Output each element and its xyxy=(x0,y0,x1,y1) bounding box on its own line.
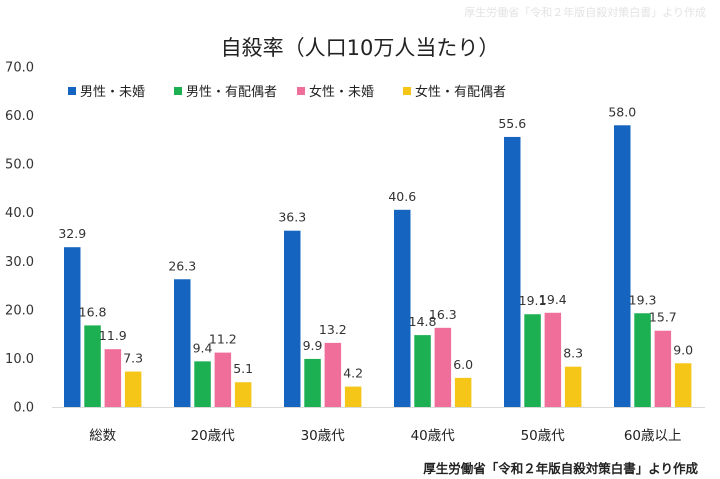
bar xyxy=(124,371,142,407)
bar xyxy=(194,361,211,407)
bar xyxy=(634,313,651,407)
y-tick-label: 70.0 xyxy=(5,61,34,76)
y-tick-label: 60.0 xyxy=(5,109,34,124)
y-tick-label: 50.0 xyxy=(5,158,34,173)
bar xyxy=(84,325,101,407)
bar xyxy=(104,349,122,407)
bar xyxy=(504,136,521,407)
bar xyxy=(614,125,631,408)
bar xyxy=(544,312,562,407)
legend-swatch xyxy=(403,87,411,95)
category-label: 50歳代 xyxy=(521,428,566,444)
data-label: 16.8 xyxy=(79,304,107,319)
bar xyxy=(64,247,81,407)
data-label: 9.4 xyxy=(193,340,213,355)
data-label: 11.2 xyxy=(209,332,237,347)
data-label: 19.3 xyxy=(629,292,657,307)
y-tick-label: 30.0 xyxy=(5,255,34,270)
data-label: 58.0 xyxy=(608,104,636,119)
legend-label: 女性・未婚 xyxy=(309,84,374,100)
data-label: 11.9 xyxy=(99,328,127,343)
data-label: 14.8 xyxy=(409,314,437,329)
bar xyxy=(414,335,431,407)
legend-swatch xyxy=(68,87,76,95)
y-tick-label: 0.0 xyxy=(13,401,34,416)
data-label: 40.6 xyxy=(388,189,416,204)
data-label: 15.7 xyxy=(649,310,677,325)
bar xyxy=(284,230,301,407)
category-label: 20歳代 xyxy=(191,428,236,444)
legend-label: 男性・有配偶者 xyxy=(186,85,277,100)
data-label: 13.2 xyxy=(319,322,347,337)
legend-label: 男性・未婚 xyxy=(80,85,145,100)
bar xyxy=(174,279,191,407)
data-label: 9.9 xyxy=(303,338,323,353)
bar xyxy=(344,386,362,407)
source-note: 厚生労働省「令和２年版自殺対策白書」より作成 xyxy=(423,461,698,476)
y-tick-label: 10.0 xyxy=(5,352,34,367)
category-label: 30歳代 xyxy=(301,428,346,444)
data-label: 6.0 xyxy=(453,357,473,372)
data-label: 26.3 xyxy=(168,258,196,273)
chart-title: 自殺率（人口10万人当たり） xyxy=(220,36,500,60)
data-label: 55.6 xyxy=(498,116,526,131)
category-label: 40歳代 xyxy=(411,428,456,444)
data-label: 16.3 xyxy=(429,307,457,322)
bar xyxy=(394,209,411,407)
bar xyxy=(524,314,541,407)
y-tick-label: 20.0 xyxy=(5,303,34,318)
data-label: 5.1 xyxy=(233,361,253,376)
bar xyxy=(454,377,472,407)
data-label: 36.3 xyxy=(278,210,306,225)
category-label: 総数 xyxy=(89,428,116,444)
legend-swatch xyxy=(174,87,182,95)
bar xyxy=(214,352,232,407)
category-label: 60歳以上 xyxy=(624,428,682,444)
watermark-text: 厚生労働省「令和２年版自殺対策白書」より作成 xyxy=(464,6,706,19)
bar xyxy=(674,363,692,407)
y-tick-label: 40.0 xyxy=(5,206,34,221)
bar xyxy=(304,358,321,407)
data-label: 19.1 xyxy=(519,293,547,308)
legend-swatch xyxy=(297,87,305,95)
bar xyxy=(234,382,252,407)
bar xyxy=(324,342,342,407)
bar xyxy=(564,366,582,407)
data-label: 4.2 xyxy=(343,366,363,381)
data-label: 9.0 xyxy=(673,342,693,357)
legend-label: 女性・有配偶者 xyxy=(415,84,506,100)
data-label: 8.3 xyxy=(563,346,583,361)
data-label: 7.3 xyxy=(123,351,143,366)
bar xyxy=(434,327,452,407)
data-label: 32.9 xyxy=(58,226,86,241)
data-label: 19.4 xyxy=(539,292,567,307)
bar xyxy=(654,330,672,407)
